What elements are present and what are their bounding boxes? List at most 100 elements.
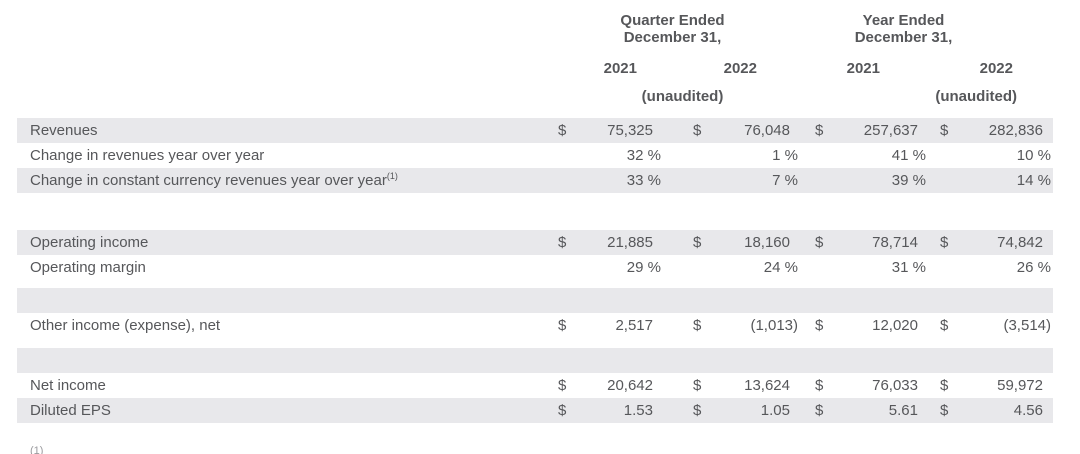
spacer-row — [17, 338, 1053, 348]
currency-symbol-y-2021 — [800, 168, 832, 193]
value-y-2021: 39 % — [891, 172, 926, 189]
row-label-cell: Revenues — [17, 118, 545, 143]
spacer-row — [17, 193, 1053, 230]
currency-symbol-y-2021: $ — [815, 377, 824, 394]
value-q-2021: 29 % — [626, 259, 661, 276]
currency-symbol-y-2022: $ — [940, 377, 949, 394]
col-header-year-2021: 2021 — [846, 60, 880, 77]
year-ended-header: Year Ended December 31, — [800, 12, 1053, 46]
value-q-2021: 1.53 — [623, 402, 653, 419]
row-label-cell: Other income (expense), net — [17, 313, 545, 338]
value-y-2021: 12,020 — [872, 317, 918, 334]
currency-symbol-q-2021 — [545, 168, 575, 193]
value-y-2021: 78,714 — [872, 234, 918, 251]
value-y-2022: 14 % — [1016, 172, 1051, 189]
currency-symbol-y-2021 — [800, 255, 832, 280]
value-y-2021: 31 % — [891, 259, 926, 276]
currency-symbol-y-2022: $ — [940, 122, 949, 139]
row-label: Other income (expense), net — [30, 317, 221, 334]
currency-symbol-q-2021: $ — [558, 402, 567, 419]
value-q-2022: 13,624 — [744, 377, 790, 394]
row-label: Change in revenues year over year — [30, 147, 265, 164]
currency-symbol-q-2022: $ — [693, 234, 702, 251]
value-q-2022: 76,048 — [744, 122, 790, 139]
year-ended-line2: December 31, — [854, 29, 953, 46]
unaudited-label-quarter: (unaudited) — [641, 88, 724, 105]
currency-symbol-y-2022: $ — [940, 402, 949, 419]
table-row: Diluted EPS $ 1.53 $ 1.05 $ 5.61 $ 4.56 — [17, 398, 1053, 423]
currency-symbol-y-2022 — [928, 168, 957, 193]
currency-symbol-y-2022: $ — [940, 234, 949, 251]
row-label: Diluted EPS — [30, 402, 111, 419]
currency-symbol-y-2021 — [800, 143, 832, 168]
currency-symbol-y-2021: $ — [815, 317, 824, 334]
quarter-ended-header: Quarter Ended December 31, — [545, 12, 800, 46]
row-label: Net income — [30, 377, 106, 394]
currency-symbol-q-2021: $ — [558, 122, 567, 139]
value-q-2021: 21,885 — [607, 234, 653, 251]
currency-symbol-q-2021: $ — [558, 377, 567, 394]
value-q-2021: 33 % — [626, 172, 661, 189]
table-row: Operating income $ 21,885 $ 18,160 $ 78,… — [17, 230, 1053, 255]
col-header-quarter-2022: 2022 — [723, 60, 757, 77]
value-y-2021: 76,033 — [872, 377, 918, 394]
value-y-2021: 257,637 — [863, 122, 918, 139]
unaudited-label-year: (unaudited) — [935, 88, 1017, 105]
value-y-2022: 59,972 — [997, 377, 1043, 394]
spacer-row — [17, 280, 1053, 288]
table-row: Change in revenues year over year 32 % 1… — [17, 143, 1053, 168]
value-q-2022: 18,160 — [744, 234, 790, 251]
value-q-2021: 75,325 — [607, 122, 653, 139]
value-q-2022: 24 % — [763, 259, 798, 276]
table-row: Revenues $ 75,325 $ 76,048 $ 257,637 $ 2… — [17, 118, 1053, 143]
currency-symbol-y-2021: $ — [815, 122, 824, 139]
value-q-2022: 1 % — [772, 147, 798, 164]
value-q-2022: 7 % — [772, 172, 798, 189]
value-y-2022: (3,514) — [1003, 317, 1051, 334]
row-label-cell: Net income — [17, 373, 545, 398]
value-q-2022: (1,013) — [750, 317, 798, 334]
row-label-cell: Diluted EPS — [17, 398, 545, 423]
year-ended-line1: Year Ended — [862, 12, 945, 29]
row-label-cell: Operating income — [17, 230, 545, 255]
currency-symbol-q-2022: $ — [693, 402, 702, 419]
currency-symbol-q-2022 — [663, 168, 710, 193]
currency-symbol-q-2022: $ — [693, 122, 702, 139]
value-y-2022: 10 % — [1016, 147, 1051, 164]
currency-symbol-q-2022 — [663, 143, 710, 168]
table-row: Net income $ 20,642 $ 13,624 $ 76,033 $ … — [17, 373, 1053, 398]
spacer-row — [17, 348, 1053, 373]
value-y-2021: 5.61 — [888, 402, 918, 419]
value-y-2021: 41 % — [891, 147, 926, 164]
currency-symbol-q-2021: $ — [558, 317, 567, 334]
value-q-2021: 32 % — [626, 147, 661, 164]
value-q-2022: 1.05 — [760, 402, 790, 419]
currency-symbol-q-2021: $ — [558, 234, 567, 251]
table-header-unaudited: (unaudited) (unaudited) — [17, 88, 1053, 106]
row-label: Change in constant currency revenues yea… — [30, 172, 387, 189]
currency-symbol-q-2022: $ — [693, 377, 702, 394]
footnote-ref: (1) — [386, 171, 398, 181]
currency-symbol-q-2022: $ — [693, 317, 702, 334]
row-label: Operating margin — [30, 259, 146, 276]
value-q-2021: 2,517 — [615, 317, 653, 334]
table-header-years: 2021 2022 2021 2022 — [17, 60, 1053, 78]
table-header-groups: Quarter Ended December 31, Year Ended De… — [17, 12, 1053, 46]
currency-symbol-y-2022 — [928, 143, 957, 168]
row-label-cell: Operating margin — [17, 255, 545, 280]
quarter-ended-line1: Quarter Ended — [620, 12, 725, 29]
row-label-cell: Change in constant currency revenues yea… — [17, 168, 545, 193]
value-y-2022: 26 % — [1016, 259, 1051, 276]
quarter-ended-line2: December 31, — [623, 29, 722, 46]
row-label-cell: Change in revenues year over year — [17, 143, 545, 168]
currency-symbol-y-2021: $ — [815, 234, 824, 251]
footnote-marker: (1) — [30, 445, 44, 454]
value-y-2022: 4.56 — [1013, 402, 1043, 419]
table-body: Revenues $ 75,325 $ 76,048 $ 257,637 $ 2… — [0, 118, 1080, 423]
value-q-2021: 20,642 — [607, 377, 653, 394]
currency-symbol-q-2021 — [545, 255, 575, 280]
table-row: Operating margin 29 % 24 % 31 % 26 % — [17, 255, 1053, 280]
col-header-quarter-2021: 2021 — [603, 60, 637, 77]
currency-symbol-q-2021 — [545, 143, 575, 168]
